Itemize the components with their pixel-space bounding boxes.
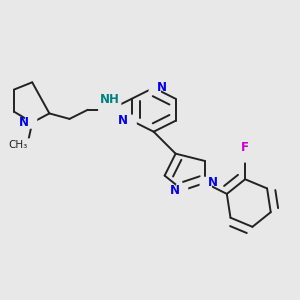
Text: N: N [170, 184, 180, 197]
FancyBboxPatch shape [26, 117, 37, 128]
Text: NH: NH [100, 93, 120, 106]
Text: CH₃: CH₃ [9, 140, 28, 149]
FancyBboxPatch shape [5, 139, 31, 150]
Text: N: N [19, 116, 28, 129]
FancyBboxPatch shape [125, 115, 136, 126]
Text: N: N [208, 176, 218, 189]
FancyBboxPatch shape [149, 82, 160, 93]
Text: F: F [241, 141, 249, 154]
FancyBboxPatch shape [200, 177, 211, 188]
FancyBboxPatch shape [99, 103, 121, 114]
FancyBboxPatch shape [177, 185, 188, 196]
FancyBboxPatch shape [240, 151, 250, 162]
Text: N: N [118, 114, 128, 127]
Text: N: N [157, 81, 167, 94]
